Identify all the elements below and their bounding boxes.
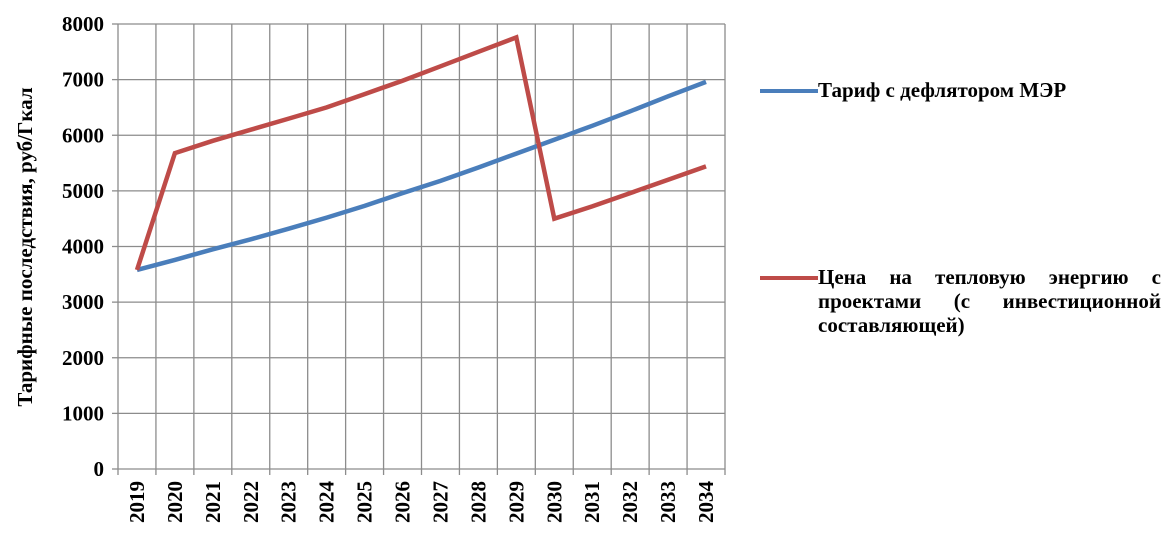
y-tick-label: 4000 [62,235,104,259]
x-tick-label: 2019 [125,481,149,523]
x-tick-label: 2020 [163,481,187,523]
y-tick-label: 7000 [62,68,104,92]
y-tick-label: 8000 [62,12,104,36]
series-line-1 [136,79,707,273]
x-tick-label: 2024 [315,481,339,524]
x-tick-label: 2033 [656,481,680,523]
legend-line-series-1 [760,89,818,93]
x-tick-label: 2029 [504,481,528,523]
legend-label-series-1: Тариф с дефлятором МЭР [818,78,1067,102]
y-tick-label: 5000 [62,179,104,203]
chart-legend: Тариф с дефлятором МЭР Цена на тепловую … [760,0,1162,537]
x-tick-label: 2026 [391,481,415,523]
y-tick-label: 2000 [62,346,104,370]
y-tick-label: 1000 [62,401,104,425]
x-tick-label: 2023 [277,481,301,523]
x-tick-label: 2027 [428,481,452,523]
legend-label-series-2: Цена на тепловую энергию с проектами (с … [818,265,1161,337]
x-tick-label: 2021 [201,481,225,523]
y-axis-tick-labels: 0 1000 2000 3000 4000 5000 6000 7000 8000 [62,12,104,481]
x-tick-label: 2031 [580,481,604,523]
x-tick-label: 2030 [542,481,566,523]
x-tick-label: 2022 [239,481,263,523]
series-lines [134,34,707,273]
y-tick-label: 3000 [62,290,104,314]
x-tick-label: 2028 [466,481,490,523]
y-tick-label: 6000 [62,123,104,147]
x-tick-label: 2032 [618,481,642,523]
y-axis-title: Тарифные последствия, руб/Гкал [13,87,37,406]
x-axis-tick-labels: 2019 2020 2021 2022 2023 2024 2025 2026 2027 2028… [125,481,718,524]
y-tick-label: 0 [94,457,105,481]
legend-line-series-2 [760,276,818,280]
x-tick-label: 2025 [353,481,377,523]
series-line-2 [134,34,707,271]
x-tick-label: 2034 [694,481,718,524]
